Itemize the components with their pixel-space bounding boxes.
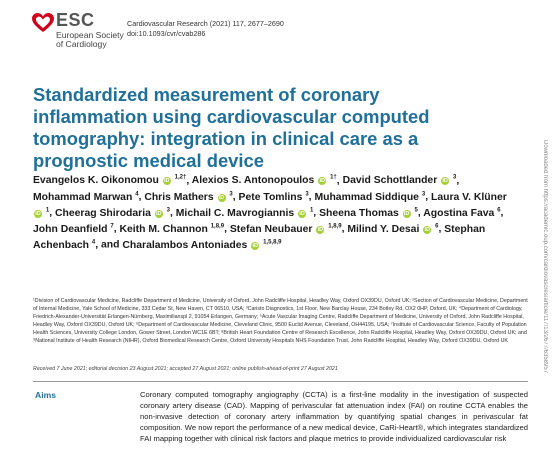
orcid-icon[interactable]: iD <box>441 177 450 186</box>
author[interactable]: Mohammad Marwan 4 <box>33 191 139 203</box>
journal-header: ESC European Society of Cardiology Cardi… <box>32 10 332 54</box>
esc-logo[interactable]: ESC European Society of Cardiology <box>32 10 132 54</box>
logo-subtitle: European Society of Cardiology <box>56 30 124 49</box>
author[interactable]: Milind Y. Desai iD 6 <box>347 223 439 235</box>
author-affiliation-marker: 4 <box>135 191 139 198</box>
author-affiliation-marker: 1 <box>309 207 314 214</box>
author[interactable]: Agostina Fava 6 <box>423 207 501 219</box>
orcid-icon[interactable]: iD <box>318 177 327 186</box>
orcid-icon[interactable]: iD <box>316 225 325 234</box>
author[interactable]: Evangelos K. Oikonomou iD 1,2† <box>33 175 186 186</box>
author[interactable]: Pete Tomlins 3 <box>238 191 309 203</box>
author-affiliation-marker: 3 <box>305 191 309 198</box>
aims-heading: Aims <box>35 390 57 400</box>
author-name: Laura V. Klüner <box>430 191 507 203</box>
author-name: John Deanfield <box>33 223 108 235</box>
author-name: Charalambos Antoniades <box>122 239 248 251</box>
article-title: Standardized measurement of coronary inf… <box>33 84 430 171</box>
author-affiliation-marker: 1,8,9 <box>210 223 225 230</box>
author-name: Mohammad Marwan <box>33 191 133 203</box>
author-name: Chris Mathers <box>144 191 214 203</box>
author-affiliation-marker: 6 <box>497 207 501 214</box>
author[interactable]: Laura V. Klüner iD 1 <box>33 192 507 219</box>
author-affiliation-marker: 7 <box>110 223 114 230</box>
orcid-icon[interactable]: iD <box>217 193 226 202</box>
author[interactable]: Stephan Achenbach 4 <box>33 224 485 251</box>
author[interactable]: Keith M. Channon 1,8,9 <box>119 223 225 235</box>
orcid-icon[interactable]: iD <box>298 209 307 218</box>
author-affiliation-marker: 6 <box>435 223 439 230</box>
author[interactable]: David Schottlander iD 3 <box>343 175 457 186</box>
author-name: Evangelos K. Oikonomou <box>33 175 159 187</box>
author-affiliation-marker: 1† <box>330 175 337 181</box>
divider <box>33 381 528 382</box>
author[interactable]: Sheena Thomas iD 5 <box>319 207 418 219</box>
orcid-icon[interactable]: iD <box>162 177 171 186</box>
author-list: Evangelos K. Oikonomou iD 1,2†, Alexios … <box>33 175 507 251</box>
orcid-icon[interactable]: iD <box>402 209 411 218</box>
orcid-icon[interactable]: iD <box>34 209 42 218</box>
author-name: Stefan Neubauer <box>229 223 313 235</box>
author[interactable]: Charalambos Antoniades iD 1,5,8,9 <box>122 239 282 251</box>
author[interactable]: Stefan Neubauer iD 1,8,9 <box>229 223 342 235</box>
logo-wordmark: ESC <box>56 10 95 30</box>
journal-line: Cardiovascular Research (2021) 117, 2677… <box>127 19 284 28</box>
aims-text: Coronary computed tomography angiography… <box>140 390 528 443</box>
author-affiliation-marker: 3 <box>453 175 457 181</box>
doi-link[interactable]: doi:10.1093/cvr/cvab286 <box>127 28 206 38</box>
author-affiliation-marker: 1,5,8,9 <box>263 239 282 246</box>
author-name: David Schottlander <box>342 175 438 187</box>
author-affiliation-marker: 1,8,9 <box>328 223 342 230</box>
author-name: Cheerag Shirodaria <box>55 207 151 219</box>
author-name: Keith M. Channon <box>119 223 208 235</box>
author-affiliation-marker: 3 <box>421 191 426 198</box>
author-affiliation-marker: 4 <box>91 239 96 246</box>
author-affiliation-marker: 1,2† <box>174 175 187 181</box>
author-name: Alexios S. Antonopoulos <box>191 175 315 187</box>
author-name: Milind Y. Desai <box>347 223 420 235</box>
orcid-icon[interactable]: iD <box>423 225 432 234</box>
affiliations: ¹Division of Cardiovascular Medicine, Ra… <box>33 298 528 344</box>
heart-logo-icon <box>32 13 54 32</box>
author[interactable]: Cheerag Shirodaria iD 3 <box>55 207 170 219</box>
author-affiliation-marker: 3 <box>166 207 170 214</box>
author-affiliation-marker: 5 <box>414 207 418 214</box>
author-name: Michail C. Mavrogiannis <box>175 207 295 219</box>
journal-citation: Cardiovascular Research (2021) 117, 2677… <box>127 19 284 38</box>
author-name: Agostina Fava <box>423 207 495 219</box>
author-name: Sheena Thomas <box>319 207 399 219</box>
author-name: Muhammad Siddique <box>314 191 419 203</box>
orcid-icon[interactable]: iD <box>251 241 260 250</box>
author[interactable]: John Deanfield 7 <box>33 223 114 235</box>
orcid-icon[interactable]: iD <box>154 209 163 218</box>
author[interactable]: Chris Mathers iD 3 <box>144 191 233 203</box>
author-name: Stephan Achenbach <box>33 223 486 251</box>
author[interactable]: Muhammad Siddique 3 <box>314 191 426 203</box>
author-affiliation-marker: 1 <box>45 207 50 214</box>
download-watermark: Downloaded from https://academic.oup.com… <box>542 140 548 374</box>
author-name: Pete Tomlins <box>238 191 303 203</box>
author[interactable]: Michail C. Mavrogiannis iD 1 <box>175 207 314 219</box>
received-dates: Received 7 June 2021; editorial decision… <box>33 366 338 372</box>
author-affiliation-marker: 3 <box>229 191 233 198</box>
author[interactable]: Alexios S. Antonopoulos iD 1† <box>192 175 337 186</box>
